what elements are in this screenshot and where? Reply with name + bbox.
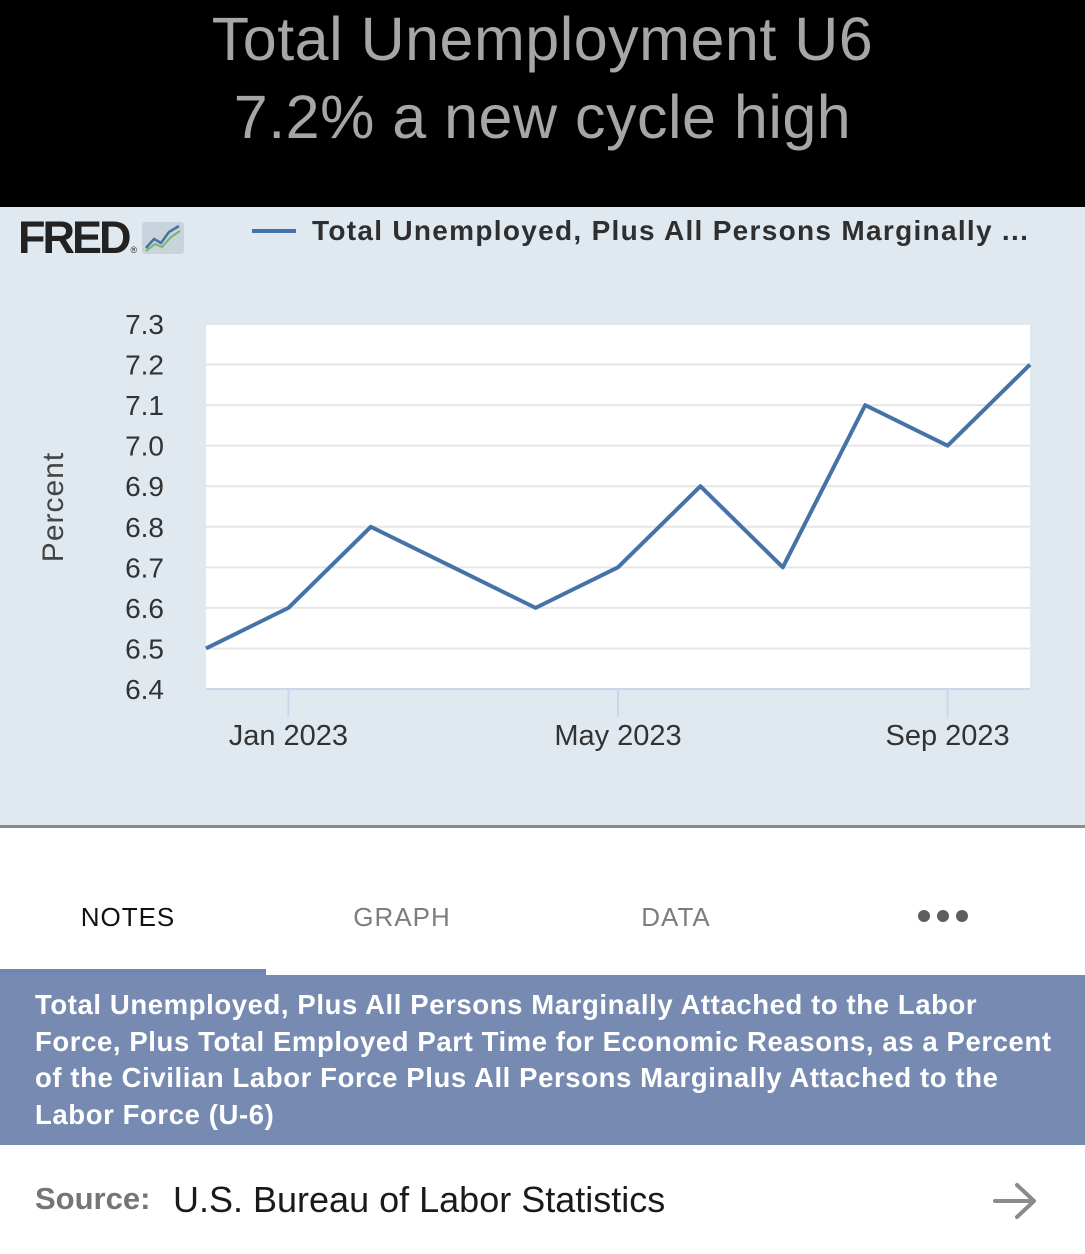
legend-label: Total Unemployed, Plus All Persons Margi… — [312, 215, 1030, 246]
y-tick-label: 6.7 — [125, 552, 164, 583]
x-tick-label: Sep 2023 — [886, 720, 1010, 752]
data-point — [616, 565, 620, 569]
y-tick-label: 6.6 — [125, 593, 164, 624]
source-value: U.S. Bureau of Labor Statistics — [173, 1179, 666, 1220]
data-point — [1028, 363, 1032, 367]
series-line — [205, 363, 1032, 651]
caption-header: Total Unemployment U6 7.2% a new cycle h… — [0, 0, 1085, 207]
source-label: Source: — [35, 1181, 151, 1216]
y-tick-label: 6.8 — [125, 512, 164, 543]
legend-swatch — [252, 229, 296, 233]
data-point — [946, 444, 950, 448]
data-point — [698, 484, 702, 488]
more-horizontal-icon[interactable] — [918, 910, 968, 922]
fred-chart-panel: FRED ® Total Unemployed, Plus All Person… — [0, 207, 1085, 826]
data-point — [369, 525, 373, 529]
data-point — [781, 565, 785, 569]
data-point — [204, 646, 208, 650]
y-tick-label: 6.4 — [125, 674, 164, 705]
fred-chart-icon — [142, 222, 185, 254]
data-point — [451, 565, 455, 569]
x-tick-label: Jan 2023 — [229, 720, 348, 752]
caption-line-1: Total Unemployment U6 — [211, 5, 874, 73]
y-tick-label: 6.9 — [125, 471, 164, 502]
data-point — [863, 403, 867, 407]
y-axis-label: Percent — [37, 452, 70, 562]
tab-data[interactable]: DATA — [641, 902, 711, 932]
y-tick-label: 7.0 — [125, 431, 164, 462]
y-tick-label: 6.5 — [125, 633, 164, 664]
x-tick-label: May 2023 — [554, 720, 681, 752]
data-point — [286, 606, 290, 610]
y-tick-label: 7.2 — [125, 350, 164, 381]
arrow-right-icon[interactable] — [992, 1181, 1038, 1221]
caption-line-2: 7.2% a new cycle high — [233, 83, 852, 151]
series-title: Total Unemployed, Plus All Persons Margi… — [0, 975, 1085, 1145]
active-tab-indicator — [0, 969, 266, 975]
y-tick-label: 7.1 — [125, 390, 164, 421]
plot-area — [206, 324, 1030, 689]
tab-graph[interactable]: GRAPH — [353, 902, 451, 932]
y-tick-label: 7.3 — [125, 309, 164, 340]
tab-notes[interactable]: NOTES — [80, 902, 176, 932]
fred-registered-mark: ® — [130, 245, 138, 255]
tab-bar: NOTES GRAPH DATA — [0, 828, 1085, 975]
chart-legend[interactable]: Total Unemployed, Plus All Persons Margi… — [252, 211, 1029, 251]
data-point — [534, 606, 538, 610]
panel-divider — [0, 825, 1085, 828]
line-chart[interactable]: 7.3 7.2 7.1 7.0 6.9 6.8 6.7 6.6 6.5 6.4 Jan 2023 Ma… — [0, 207, 1085, 826]
source-row[interactable]: Source: U.S. Bureau of Labor Statistics — [0, 1145, 1085, 1254]
fred-logo[interactable]: FRED ® — [18, 212, 185, 263]
fred-logo-text: FRED — [18, 212, 131, 263]
